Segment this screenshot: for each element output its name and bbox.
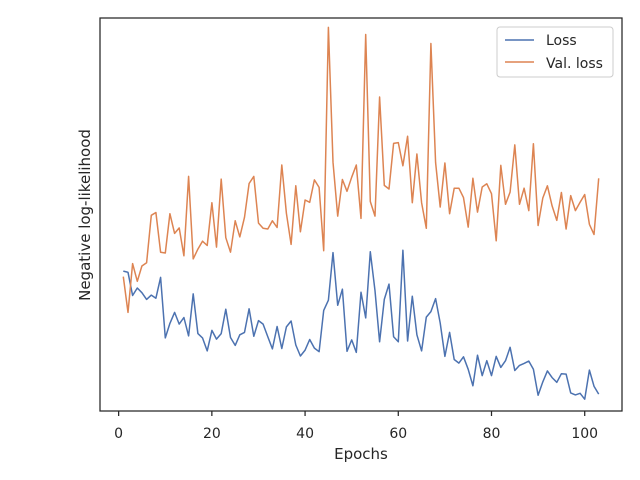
x-axis-title: Epochs bbox=[334, 445, 388, 463]
x-tick-label: 80 bbox=[483, 426, 501, 442]
legend-label-val-loss: Val. loss bbox=[546, 56, 603, 72]
series-line-loss bbox=[123, 249, 600, 400]
x-tick-label: 0 bbox=[114, 426, 123, 442]
x-tick-label: 60 bbox=[389, 426, 407, 442]
legend-label-loss: Loss bbox=[546, 33, 577, 49]
x-tick-label: 100 bbox=[571, 426, 598, 442]
plot-frame bbox=[99, 17, 623, 412]
y-axis-title: Negative log-likelihood bbox=[76, 129, 94, 301]
x-tick-label: 40 bbox=[296, 426, 314, 442]
series-layer bbox=[122, 26, 600, 400]
x-tick-label: 20 bbox=[203, 426, 221, 442]
legend: Loss Val. loss bbox=[496, 26, 614, 78]
x-axis-ticks: 0 20 40 60 80 100 bbox=[114, 411, 598, 442]
series-line-val-loss bbox=[122, 26, 600, 314]
